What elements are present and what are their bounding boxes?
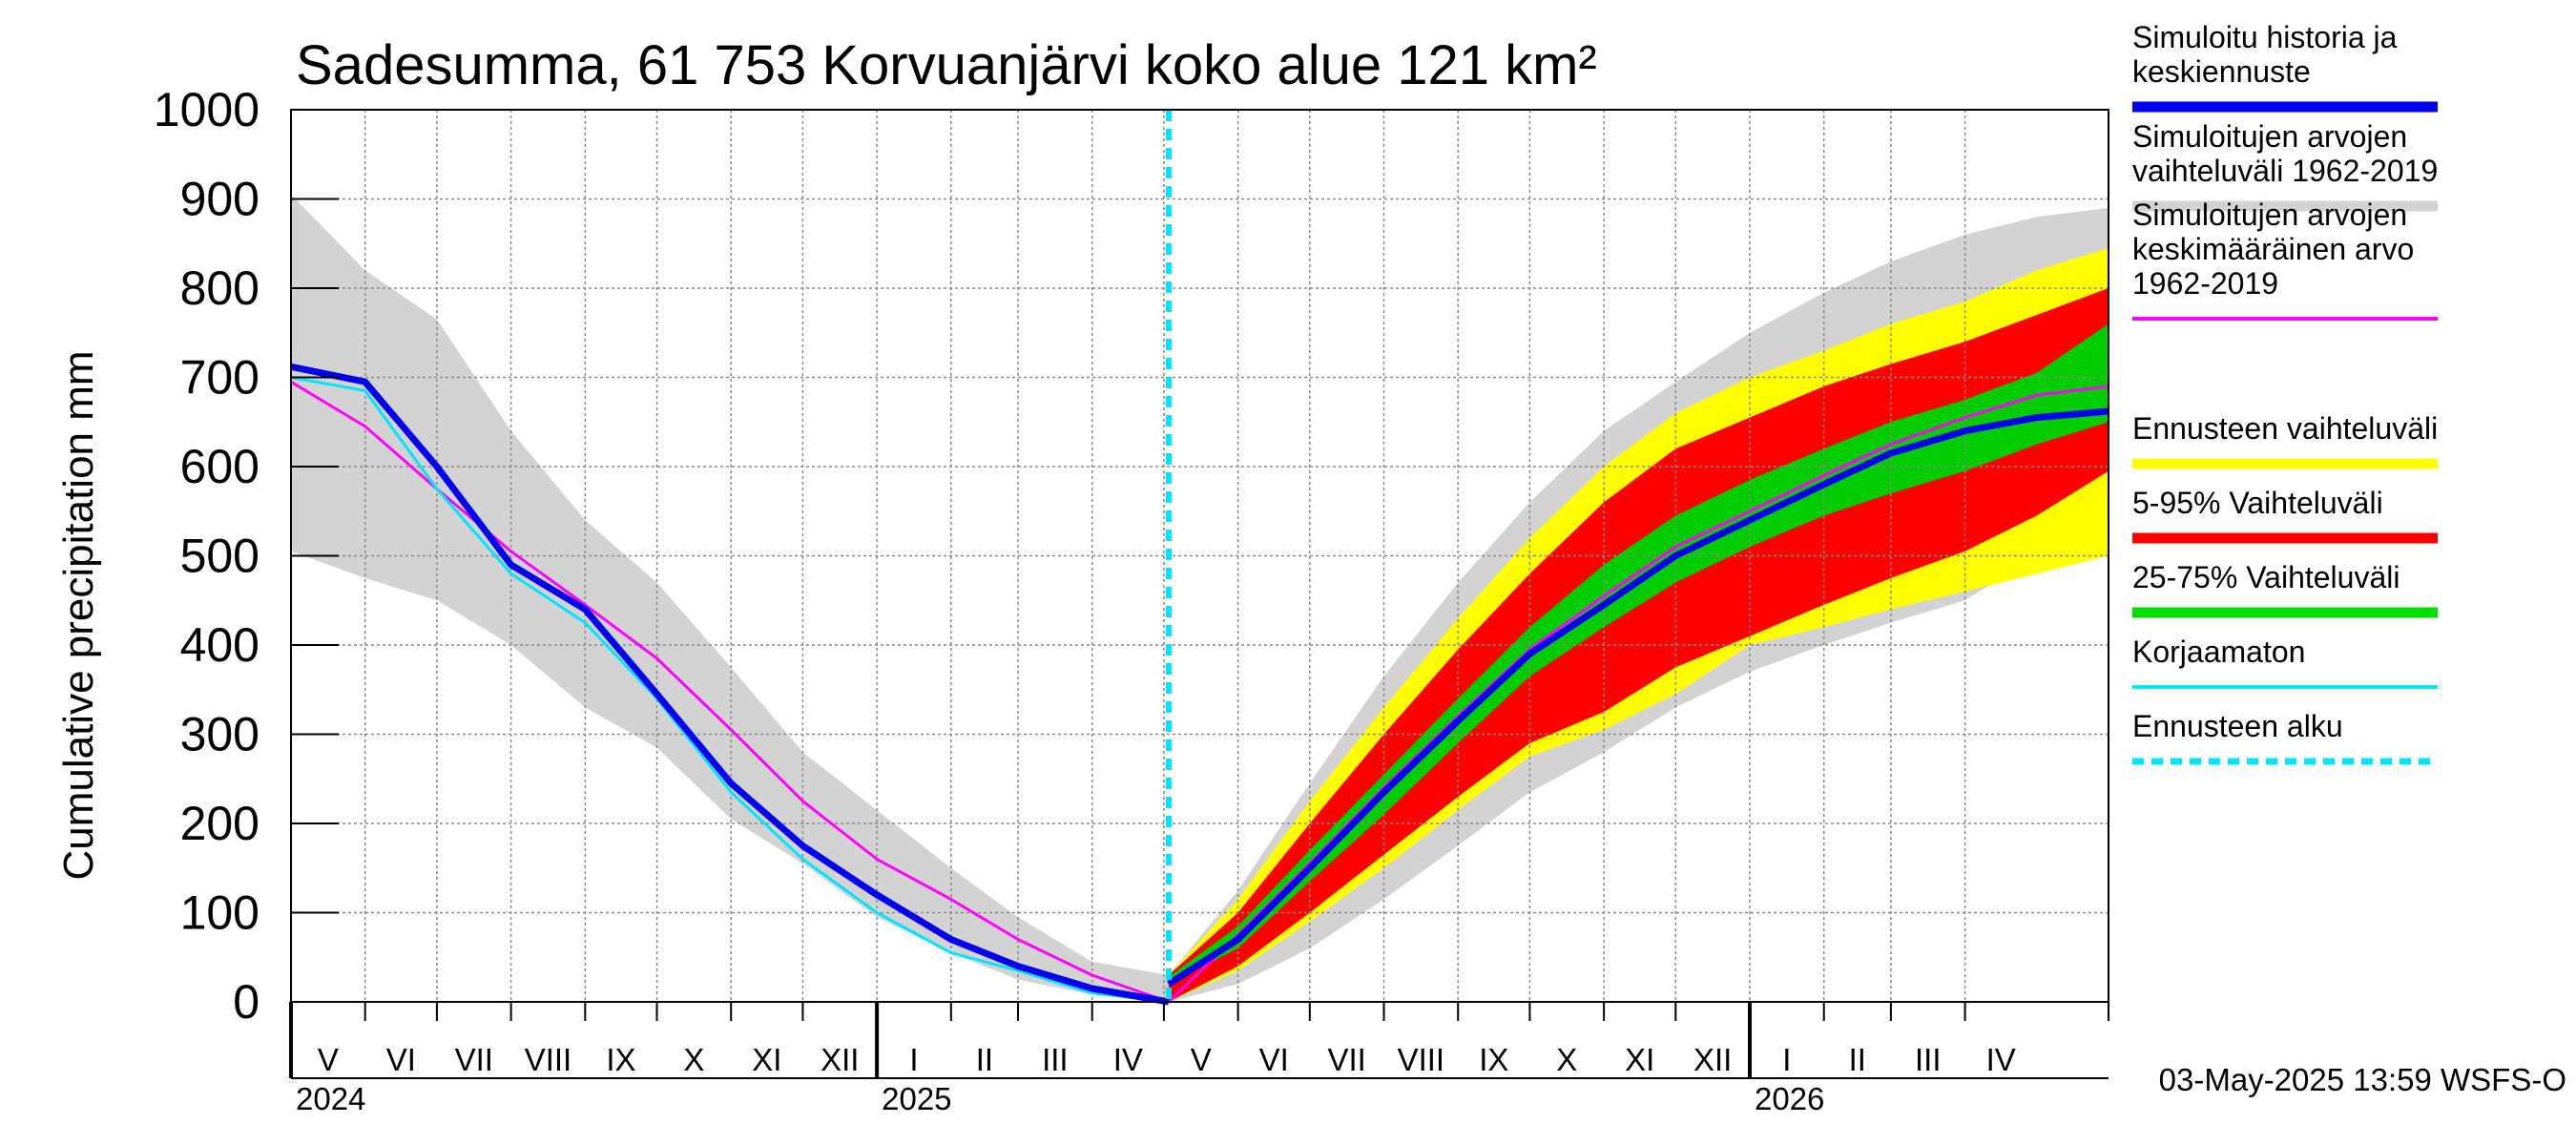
- y-axis-label: Cumulative precipitation mm: [55, 350, 102, 880]
- month-label: V: [1191, 1042, 1212, 1077]
- y-tick-label: 500: [180, 530, 260, 583]
- y-tick-label: 0: [233, 975, 260, 1029]
- month-label: XII: [1693, 1042, 1732, 1077]
- y-tick-label: 600: [180, 440, 260, 493]
- month-label: IX: [1479, 1042, 1508, 1077]
- series-line-7: [290, 376, 1170, 1004]
- month-label: X: [1556, 1042, 1577, 1077]
- month-label: XI: [1625, 1042, 1654, 1077]
- month-label: V: [318, 1042, 339, 1077]
- month-label: XII: [821, 1042, 859, 1077]
- month-label: I: [1782, 1042, 1791, 1077]
- year-label: 2025: [882, 1081, 951, 1116]
- legend-label: keskiennuste: [2132, 54, 2311, 89]
- month-label: IX: [606, 1042, 635, 1077]
- legend-label: Korjaamaton: [2132, 635, 2305, 669]
- month-label: VII: [455, 1042, 493, 1077]
- y-tick-labels: 0 100 200 300 400 500 600 700 800 900 1000: [154, 83, 260, 1029]
- month-label: X: [683, 1042, 704, 1077]
- y-tick-label: 200: [180, 797, 260, 850]
- y-tick-label: 1000: [154, 83, 260, 136]
- month-label: VIII: [1398, 1042, 1445, 1077]
- month-label: XI: [752, 1042, 781, 1077]
- legend-label: 25-75% Vaihteluväli: [2132, 560, 2399, 594]
- y-tick-label: 700: [180, 351, 260, 405]
- legend-label: Simuloitujen arvojen: [2132, 119, 2407, 154]
- month-label: VI: [386, 1042, 416, 1077]
- year-label: 2026: [1755, 1081, 1824, 1116]
- month-label: II: [1849, 1042, 1866, 1077]
- legend-label: 1962-2019: [2132, 266, 2278, 301]
- y-tick-label: 400: [180, 618, 260, 672]
- legend-label: vaihteluväli 1962-2019: [2132, 154, 2438, 188]
- legend-label: Ennusteen vaihteluväli: [2132, 411, 2438, 446]
- legend-label: Simuloitu historia ja: [2132, 20, 2398, 54]
- month-label: I: [909, 1042, 918, 1077]
- axes: [289, 109, 2109, 1079]
- y-tick-label: 300: [180, 708, 260, 761]
- month-label: II: [976, 1042, 993, 1077]
- month-label: VII: [1327, 1042, 1365, 1077]
- month-label: IV: [1986, 1042, 2016, 1077]
- legend-label: keskimääräinen arvo: [2132, 232, 2414, 266]
- month-label: III: [1915, 1042, 1942, 1077]
- chart-title: Sadesumma, 61 753 Korvuanjärvi koko alue…: [296, 34, 1597, 96]
- legend-label: Ennusteen alku: [2132, 709, 2343, 743]
- band-4: [1168, 323, 2109, 985]
- y-tick-label: 800: [180, 261, 260, 315]
- timestamp-footer: 03-May-2025 13:59 WSFS-O: [2159, 1062, 2566, 1097]
- month-label: IV: [1113, 1042, 1143, 1077]
- series-line-9: [1167, 407, 2109, 988]
- month-label: VI: [1259, 1042, 1289, 1077]
- series-line-8: [290, 363, 1170, 1006]
- year-label: 2024: [296, 1081, 365, 1116]
- band-0: [291, 194, 1169, 1003]
- y-tick-label: 900: [180, 173, 260, 226]
- legend-label: Simuloitujen arvojen: [2132, 198, 2407, 232]
- month-label: VIII: [525, 1042, 572, 1077]
- legend-label: 5-95% Vaihteluväli: [2132, 486, 2383, 520]
- series-lines: [290, 110, 2109, 1006]
- month-label: III: [1042, 1042, 1069, 1077]
- y-tick-label: 100: [180, 886, 260, 940]
- x-month-labels: V VI VII VIII IX X XI XII I II III IV V VI VII VIII IX X X…: [296, 1042, 2016, 1116]
